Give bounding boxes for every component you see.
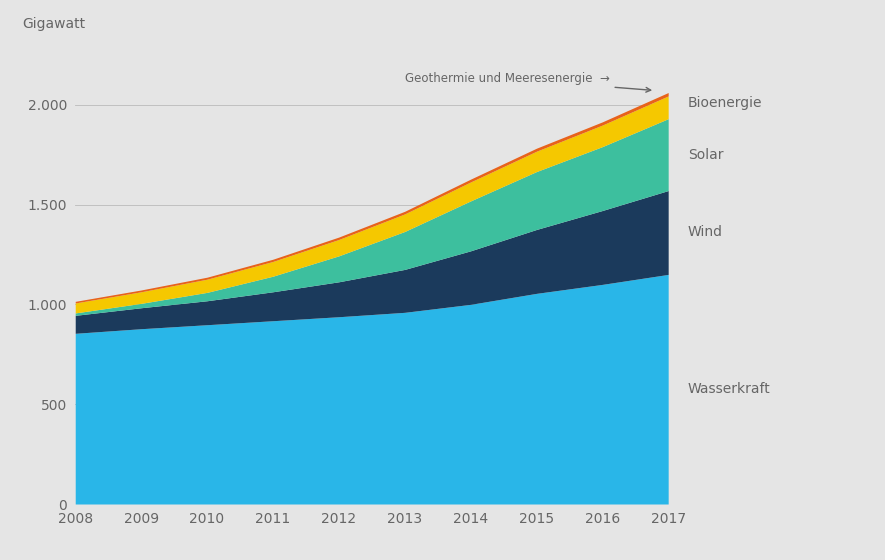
Text: Gigawatt: Gigawatt [22, 17, 85, 31]
Text: Geothermie und Meeresenergie  →: Geothermie und Meeresenergie → [404, 72, 650, 92]
Text: Bioenergie: Bioenergie [688, 96, 763, 110]
Text: Wind: Wind [688, 226, 723, 240]
Text: Wasserkraft: Wasserkraft [688, 382, 771, 396]
Text: Solar: Solar [688, 148, 723, 162]
